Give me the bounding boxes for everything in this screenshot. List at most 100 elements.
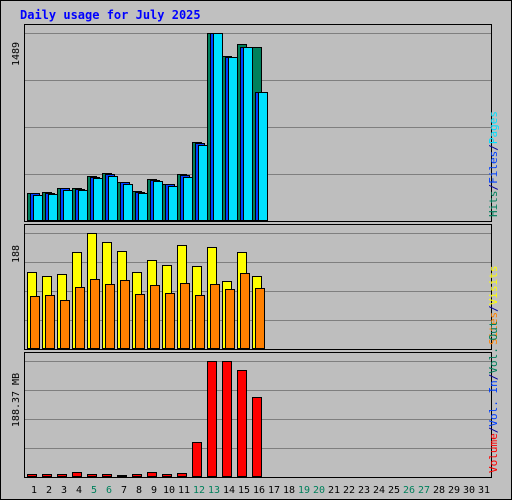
day-label-26: 26 (403, 485, 415, 496)
legend-entry: Sites (487, 312, 500, 345)
bar-sites-day-6 (105, 284, 115, 349)
chart-panels: 1489Hits/Files/Pages188Sites/Visits188.3… (11, 24, 500, 478)
bar-pages-day-5 (93, 178, 103, 221)
bar-volume-day-11 (177, 473, 187, 477)
legend-entry: Volume (487, 433, 500, 473)
panel-hits-max-label: 1489 (11, 42, 22, 66)
chart-title: Daily usage for July 2025 (20, 8, 201, 22)
bar-sites-day-12 (195, 295, 205, 349)
legend-entry: / (487, 427, 500, 434)
bar-sites-day-8 (135, 294, 145, 349)
day-label-19: 19 (298, 485, 310, 496)
bar-volume-day-12 (192, 442, 202, 477)
bar-sites-day-1 (30, 296, 40, 349)
bar-volume-day-10 (162, 474, 172, 477)
day-label-18: 18 (283, 485, 295, 496)
bar-pages-day-3 (63, 190, 73, 221)
bar-volume-day-13 (207, 361, 217, 477)
panel-visits-legend-text: Sites/Visits (487, 266, 500, 346)
bar-sites-day-9 (150, 285, 160, 349)
bar-sites-day-3 (60, 300, 70, 349)
day-label-20: 20 (313, 485, 325, 496)
bar-sites-day-7 (120, 280, 130, 349)
day-label-10: 10 (163, 485, 175, 496)
bar-sites-day-14 (225, 289, 235, 349)
day-label-11: 11 (178, 485, 190, 496)
bar-sites-day-4 (75, 287, 85, 349)
bar-pages-day-4 (78, 190, 88, 221)
day-label-2: 2 (46, 485, 52, 496)
bar-pages-day-12 (198, 145, 208, 221)
legend-entry: Files (487, 151, 500, 184)
day-label-30: 30 (463, 485, 475, 496)
bar-sites-day-11 (180, 283, 190, 349)
day-label-5: 5 (91, 485, 97, 496)
panel-volume-max-label: 188.37 MB (11, 373, 22, 427)
day-label-9: 9 (151, 485, 157, 496)
legend-entry: Pages (487, 111, 500, 144)
bar-pages-day-9 (153, 181, 163, 221)
day-label-17: 17 (268, 485, 280, 496)
day-label-7: 7 (121, 485, 127, 496)
legend-entry: Vol. In (487, 380, 500, 426)
bar-pages-day-10 (168, 186, 178, 221)
bar-sites-day-10 (165, 293, 175, 349)
bar-pages-day-14 (228, 57, 238, 221)
bar-pages-day-1 (33, 195, 43, 221)
legend-entry: / (487, 305, 500, 312)
bar-sites-day-5 (90, 279, 100, 349)
bar-volume-day-8 (132, 474, 142, 477)
legend-entry: / (487, 374, 500, 381)
panel-visits-max-label: 188 (11, 245, 22, 263)
panel-volume-legend-text: Volume/Vol. In/Vol. Out (487, 321, 500, 473)
bar-volume-day-4 (72, 472, 82, 477)
day-label-21: 21 (328, 485, 340, 496)
bar-pages-day-8 (138, 193, 148, 221)
day-label-12: 12 (193, 485, 205, 496)
bar-sites-day-2 (45, 295, 55, 349)
bar-volume-day-9 (147, 472, 157, 477)
bar-pages-day-13 (213, 33, 223, 221)
day-label-22: 22 (343, 485, 355, 496)
day-label-14: 14 (223, 485, 235, 496)
bar-volume-day-16 (252, 397, 262, 477)
bar-pages-day-15 (243, 47, 253, 221)
bar-pages-day-16 (258, 92, 268, 221)
bar-sites-day-13 (210, 284, 220, 349)
panel-visits: 188 Sites/Visits (11, 224, 500, 350)
day-label-8: 8 (136, 485, 142, 496)
bar-pages-day-11 (183, 177, 193, 221)
bar-volume-day-15 (237, 370, 247, 477)
bar-pages-day-6 (108, 176, 118, 221)
legend-entry: Hits (487, 191, 500, 218)
bar-volume-day-7 (117, 475, 127, 477)
day-label-3: 3 (61, 485, 67, 496)
day-label-1: 1 (31, 485, 37, 496)
bar-volume-day-2 (42, 474, 52, 477)
legend-entry: Visits (487, 266, 500, 306)
bar-volume-day-14 (222, 361, 232, 477)
bar-volume-day-3 (57, 474, 67, 477)
day-label-24: 24 (373, 485, 385, 496)
bar-pages-day-2 (48, 194, 58, 221)
day-label-6: 6 (106, 485, 112, 496)
bar-volume-day-6 (102, 474, 112, 477)
legend-entry: / (487, 144, 500, 151)
bar-volume-day-5 (87, 474, 97, 477)
day-label-13: 13 (208, 485, 220, 496)
day-label-28: 28 (433, 485, 445, 496)
day-label-27: 27 (418, 485, 430, 496)
bar-pages-day-7 (123, 184, 133, 221)
day-label-31: 31 (478, 485, 490, 496)
day-label-16: 16 (253, 485, 265, 496)
day-label-23: 23 (358, 485, 370, 496)
day-axis-labels: 1 2 3 4 5 6 7 8 9 10 11 12 13 14 15 16 17 18 19 20 21 22 23 24 2… (31, 485, 490, 496)
panel-hits-legend-text: Hits/Files/Pages (487, 111, 500, 217)
bar-volume-day-1 (27, 474, 37, 477)
bar-sites-day-15 (240, 273, 250, 349)
day-label-29: 29 (448, 485, 460, 496)
legend-entry: Vol. Out (487, 321, 500, 374)
